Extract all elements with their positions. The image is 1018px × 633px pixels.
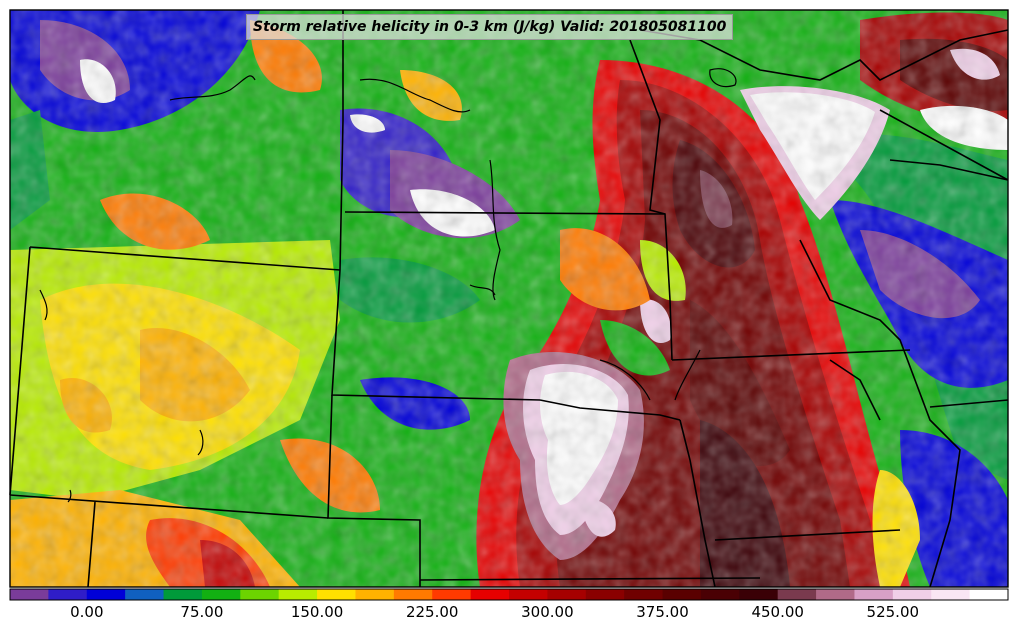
colorbar-segment — [432, 589, 472, 600]
colorbar-segment — [777, 589, 817, 600]
colorbar-tick-label: 150.00 — [290, 603, 344, 621]
colorbar-segment — [317, 589, 357, 600]
colorbar-segment — [816, 589, 856, 600]
colorbar-tick-label: 75.00 — [180, 603, 224, 621]
colorbar-segment — [931, 589, 971, 600]
colorbar-segment — [662, 589, 702, 600]
colorbar — [10, 589, 1009, 600]
colorbar-segment — [278, 589, 318, 600]
colorbar-segment — [854, 589, 894, 600]
colorbar-segment — [10, 589, 49, 600]
plot-frame — [9, 9, 1009, 588]
colorbar-segment — [86, 589, 126, 600]
colorbar-segment — [240, 589, 280, 600]
colorbar-segment — [163, 589, 203, 600]
colorbar-frame — [9, 588, 1009, 601]
colorbar-segment — [509, 589, 548, 600]
colorbar-tick-labels: 0.00 75.00 150.00 225.00 300.00 375.00 450.00 5… — [0, 603, 1018, 625]
colorbar-segment — [700, 589, 740, 600]
colorbar-segment — [892, 589, 932, 600]
map-title: Storm relative helicity in 0-3 km (J/kg)… — [246, 14, 734, 40]
political-boundaries — [9, 10, 1009, 588]
colorbar-segment — [969, 589, 1009, 600]
colorbar-segment — [201, 589, 241, 600]
colorbar-segment — [739, 589, 779, 600]
colorbar-segment — [624, 589, 664, 600]
rivers-and-lakes — [39, 68, 737, 503]
colorbar-segment — [585, 589, 625, 600]
colorbar-tick-label: 450.00 — [751, 603, 804, 621]
colorbar-tick-label: 0.00 — [70, 603, 104, 621]
colorbar-segment — [355, 589, 395, 600]
colorbar-tick-label: 375.00 — [636, 603, 689, 621]
colorbar-segment — [125, 589, 165, 600]
colorbar-segment — [470, 589, 510, 600]
colorbar-tick-label: 225.00 — [405, 603, 459, 621]
colorbar-segment — [48, 589, 88, 600]
colorbar-tick-label: 525.00 — [866, 603, 920, 621]
colorbar-segment — [547, 589, 587, 600]
colorbar-segment — [393, 589, 433, 600]
colorbar-tick-label: 300.00 — [521, 603, 574, 621]
helicity-field — [10, 10, 1008, 587]
